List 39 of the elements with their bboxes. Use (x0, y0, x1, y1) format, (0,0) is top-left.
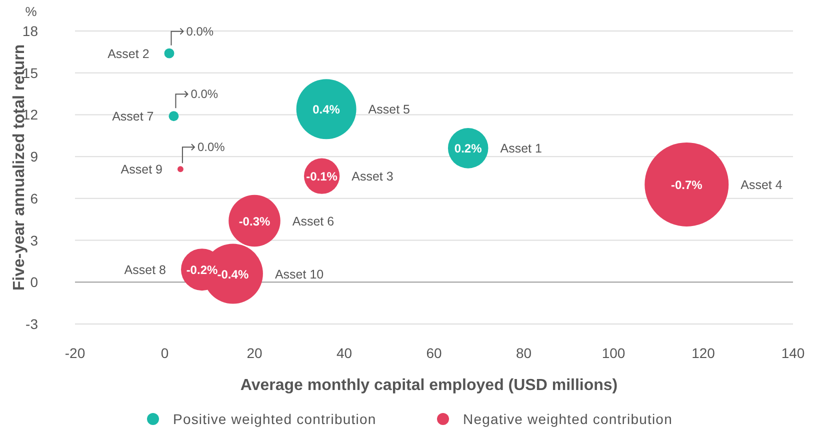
annotation: 0.0% (190, 87, 218, 102)
x-tick-label: -20 (64, 345, 86, 361)
y-tick-label: 9 (30, 148, 38, 165)
annotation: Asset 10 (274, 267, 324, 282)
x-tick-label: 80 (516, 345, 532, 361)
x-tick-label: 20 (246, 345, 262, 361)
annotation: -0.7% (670, 178, 703, 192)
y-tick-label: 18 (22, 23, 38, 39)
x-tick-label: 60 (426, 345, 442, 361)
x-tick-label: 0 (160, 345, 169, 361)
annotation: Asset 8 (124, 263, 166, 278)
y-tick-label: 6 (30, 190, 38, 206)
annotation: Asset 1 (500, 142, 542, 156)
annotation: -0.2% (186, 263, 218, 278)
y-tick-label: 3 (30, 232, 38, 248)
x-tick-label: 120 (692, 345, 716, 361)
x-tick-label: 100 (602, 345, 626, 361)
annotation: -0.3% (238, 214, 270, 228)
legend-label: Negative weighted contribution (463, 411, 672, 427)
annotation: 0.4% (312, 102, 340, 117)
annotation: Asset 9 (120, 162, 163, 177)
annotation: 0.0% (197, 140, 226, 154)
x-tick-label: 140 (781, 345, 805, 361)
annotation: Asset 7 (112, 110, 154, 124)
annotation: -0.1% (306, 170, 338, 184)
annotation: Asset 4 (740, 178, 782, 192)
annotation: Asset 2 (108, 46, 150, 61)
annotation: 0.0% (186, 24, 214, 38)
annotation: Asset 3 (352, 170, 394, 184)
y-tick-label: 0 (30, 274, 38, 290)
x-tick-label: 40 (336, 345, 352, 361)
y-tick-label: -3 (26, 316, 38, 332)
x-axis-title: Average monthly capital employed (USD millions) (240, 377, 618, 394)
annotation: -0.4% (217, 267, 249, 282)
text: % (25, 4, 38, 19)
annotation: Asset 5 (368, 102, 410, 117)
legend-label: Positive weighted contribution (173, 411, 376, 427)
annotation: 0.2% (454, 142, 482, 156)
annotation: Asset 6 (292, 214, 334, 228)
